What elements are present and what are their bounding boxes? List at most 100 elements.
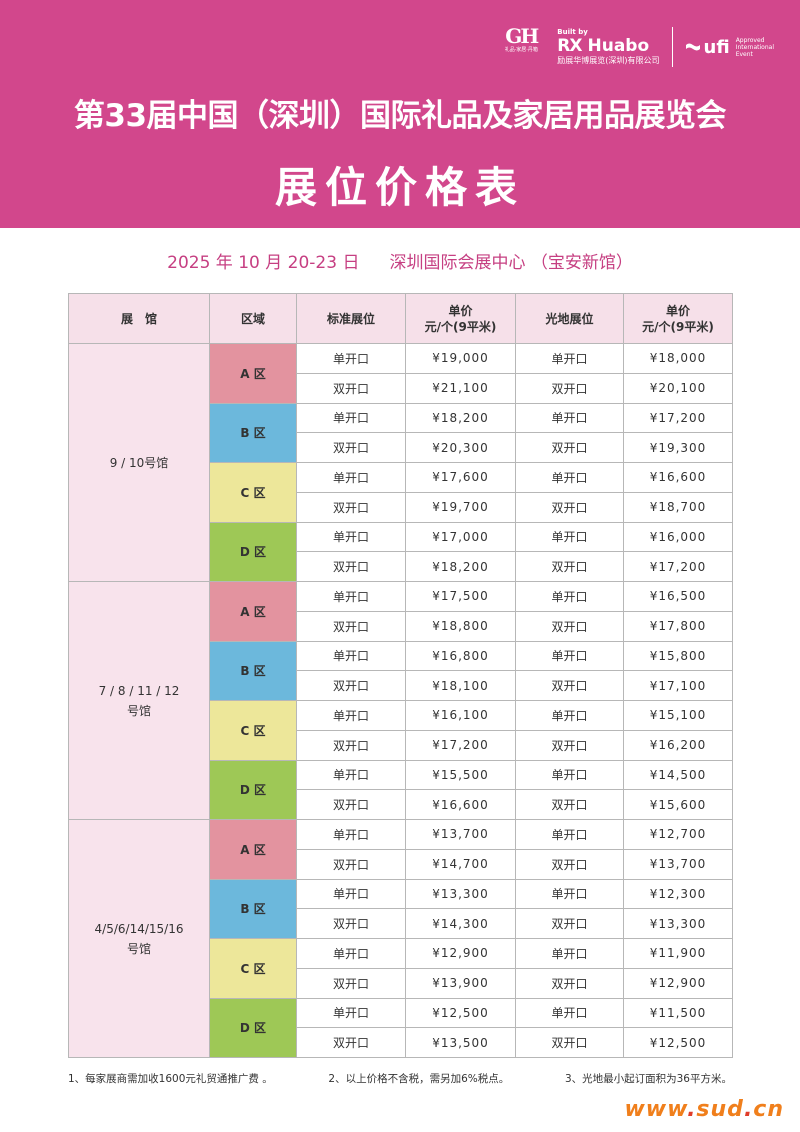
standard-price-cell: ¥12,500 [405, 997, 516, 1029]
raw-space-type-cell: 单开口 [515, 878, 624, 910]
hall-name-cell: 9 / 10号馆 [68, 343, 210, 582]
zone-cell: A 区 [209, 819, 297, 880]
standard-price-cell: ¥18,800 [405, 610, 516, 642]
rx-company-name: 励展华博展览(深圳)有限公司 [557, 56, 660, 65]
raw-space-type-cell: 双开口 [515, 908, 624, 939]
raw-space-type-cell: 双开口 [515, 789, 624, 820]
standard-price-cell: ¥17,600 [405, 462, 516, 493]
footnotes: 1、每家展商需加收1600元礼贸通推广费 。 2、以上价格不含税，需另加6%税点… [68, 1071, 732, 1086]
raw-price-cell: ¥19,300 [623, 432, 733, 463]
table-row: 双开口 ¥19,700 双开口 ¥18,700 [69, 491, 733, 523]
raw-space-type-cell: 单开口 [515, 938, 624, 969]
logo-divider [671, 27, 673, 67]
table-row: 双开口 ¥14,300 双开口 ¥13,300 [69, 908, 733, 939]
header-hall: 展 馆 [68, 293, 210, 344]
gh-logo-caption: 礼品·家居·丹箱 [504, 47, 538, 53]
raw-price-cell: ¥12,900 [623, 967, 733, 999]
standard-booth-type-cell: 单开口 [296, 640, 406, 672]
standard-booth-type-cell: 双开口 [296, 908, 406, 939]
event-info: 2025 年 10 月 20-23 日 深圳国际会展中心 （宝安新馆） [0, 248, 800, 273]
zone-cell: B 区 [209, 878, 297, 939]
header-banner: GH 礼品·家居·丹箱 Built by RX Huabo 励展华博展览(深圳)… [0, 0, 800, 228]
huabo-name: Huabo [587, 36, 650, 56]
standard-price-cell: ¥21,100 [405, 372, 516, 404]
rx-built-by: Built by [557, 28, 588, 36]
standard-booth-type-cell: 双开口 [296, 610, 406, 642]
raw-space-type-cell: 单开口 [515, 462, 624, 493]
standard-booth-type-cell: 单开口 [296, 878, 406, 910]
standard-booth-type-cell: 单开口 [296, 343, 406, 374]
raw-price-cell: ¥20,100 [623, 372, 733, 404]
raw-space-type-cell: 双开口 [515, 1027, 624, 1058]
standard-booth-type-cell: 单开口 [296, 938, 406, 969]
standard-price-cell: ¥13,700 [405, 819, 516, 850]
table-row: D 区单开口 ¥15,500 单开口 ¥14,500 [69, 759, 733, 820]
raw-space-type-cell: 单开口 [515, 521, 624, 553]
hall-name-cell: 4/5/6/14/15/16 号馆 [68, 819, 210, 1058]
standard-booth-type-cell: 单开口 [296, 700, 406, 731]
zone-cell: A 区 [209, 343, 297, 404]
raw-space-type-cell: 单开口 [515, 819, 624, 850]
raw-space-type-cell: 双开口 [515, 432, 624, 463]
standard-price-cell: ¥17,000 [405, 521, 516, 553]
raw-price-cell: ¥11,500 [623, 997, 733, 1029]
raw-space-type-cell: 单开口 [515, 997, 624, 1029]
standard-price-cell: ¥16,600 [405, 789, 516, 820]
raw-space-type-cell: 双开口 [515, 848, 624, 880]
raw-space-type-cell: 双开口 [515, 670, 624, 701]
price-table: 展 馆 区域 标准展位 单价 元/个(9平米) 光地展位 单价 元/个(9平米) 9… [68, 293, 733, 1058]
table-row: C 区单开口 ¥17,600 单开口 ¥16,600 [69, 462, 733, 523]
watermark: www.sud.cn [624, 1097, 784, 1122]
zone-cell: C 区 [209, 462, 297, 523]
raw-price-cell: ¥11,900 [623, 938, 733, 969]
raw-price-cell: ¥15,100 [623, 700, 733, 731]
raw-space-type-cell: 单开口 [515, 581, 624, 612]
standard-price-cell: ¥14,700 [405, 848, 516, 880]
standard-booth-type-cell: 双开口 [296, 789, 406, 820]
raw-price-cell: ¥18,000 [623, 343, 733, 374]
standard-booth-type-cell: 单开口 [296, 462, 406, 493]
standard-booth-type-cell: 双开口 [296, 551, 406, 582]
raw-space-type-cell: 双开口 [515, 491, 624, 523]
zone-cell: D 区 [209, 997, 297, 1058]
standard-booth-type-cell: 双开口 [296, 1027, 406, 1058]
table-row: C 区单开口 ¥12,900 单开口 ¥11,900 [69, 938, 733, 999]
table-row: B 区单开口 ¥18,200 单开口 ¥17,200 [69, 402, 733, 463]
standard-price-cell: ¥18,100 [405, 670, 516, 701]
raw-price-cell: ¥17,100 [623, 670, 733, 701]
standard-booth-type-cell: 双开口 [296, 967, 406, 999]
zone-cell: B 区 [209, 640, 297, 701]
table-row: 双开口 ¥14,700 双开口 ¥13,700 [69, 848, 733, 880]
zone-cell: D 区 [209, 759, 297, 820]
header-raw-space: 光地展位 [515, 293, 624, 344]
event-venue: 深圳国际会展中心 （宝安新馆） [389, 253, 633, 273]
ufi-name: ufi [703, 36, 730, 58]
table-row: 双开口 ¥13,500 双开口 ¥12,500 [69, 1027, 733, 1058]
raw-price-cell: ¥14,500 [623, 759, 733, 791]
table-row: 双开口 ¥18,100 双开口 ¥17,100 [69, 670, 733, 701]
standard-price-cell: ¥16,100 [405, 700, 516, 731]
standard-price-cell: ¥17,500 [405, 581, 516, 612]
standard-price-cell: ¥13,300 [405, 878, 516, 910]
raw-space-type-cell: 双开口 [515, 372, 624, 404]
table-row: 双开口 ¥18,200 双开口 ¥17,200 [69, 551, 733, 582]
rx-logo-mark: RX [557, 36, 582, 56]
raw-space-type-cell: 双开口 [515, 729, 624, 761]
logo-bar: GH 礼品·家居·丹箱 Built by RX Huabo 励展华博展览(深圳)… [503, 24, 774, 70]
standard-booth-type-cell: 单开口 [296, 997, 406, 1029]
header-standard-booth: 标准展位 [296, 293, 406, 344]
standard-price-cell: ¥18,200 [405, 402, 516, 434]
zone-cell: C 区 [209, 938, 297, 999]
standard-price-cell: ¥17,200 [405, 729, 516, 761]
raw-space-type-cell: 双开口 [515, 610, 624, 642]
ufi-approved-text: Approved International Event [735, 36, 774, 58]
ufi-globe-icon [685, 43, 700, 51]
zone-cell: D 区 [209, 521, 297, 582]
raw-space-type-cell: 单开口 [515, 700, 624, 731]
standard-booth-type-cell: 双开口 [296, 729, 406, 761]
raw-space-type-cell: 双开口 [515, 967, 624, 999]
raw-price-cell: ¥16,600 [623, 462, 733, 493]
standard-booth-type-cell: 双开口 [296, 848, 406, 880]
raw-space-type-cell: 单开口 [515, 759, 624, 791]
zone-cell: A 区 [209, 581, 297, 642]
